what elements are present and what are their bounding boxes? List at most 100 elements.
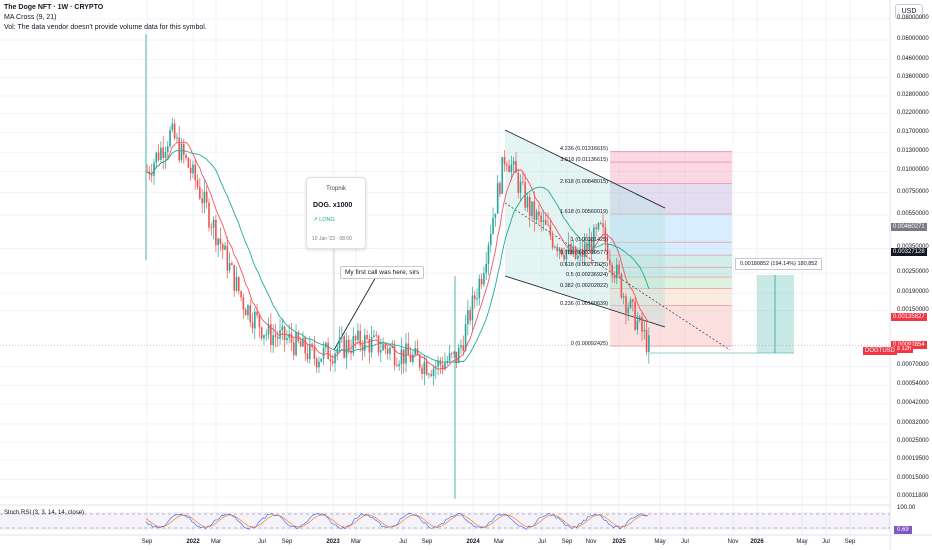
candle-body bbox=[347, 339, 350, 351]
candle-body bbox=[519, 181, 522, 193]
stoch-rsi-legend[interactable]: Stoch RSI (3, 3, 14, 14, close) bbox=[4, 510, 85, 516]
rsi-value-tag: 0.69 bbox=[894, 526, 912, 534]
ticker-tag: DOGTUSD bbox=[863, 347, 897, 355]
candle-body bbox=[199, 186, 201, 199]
candle-body bbox=[212, 219, 215, 228]
candle-body bbox=[192, 164, 194, 174]
candle-body bbox=[267, 324, 270, 335]
candle-body bbox=[281, 326, 284, 331]
candle-body bbox=[467, 310, 469, 325]
candle-body bbox=[155, 152, 158, 163]
candle-body bbox=[233, 265, 236, 291]
candle-body bbox=[471, 295, 474, 321]
candle-body bbox=[595, 227, 597, 230]
candle-body bbox=[341, 336, 343, 339]
candle-body bbox=[599, 223, 602, 224]
candle-body bbox=[428, 374, 430, 376]
candle-body bbox=[611, 264, 614, 276]
price-tick-label: 0.00042000 bbox=[897, 399, 929, 406]
fib-level-label: 0.786 (0.00319577) bbox=[559, 250, 608, 257]
candle-body bbox=[563, 254, 565, 260]
candle-body bbox=[180, 143, 183, 161]
idea-author[interactable]: Tropnik bbox=[326, 186, 346, 192]
descending-channel bbox=[333, 129, 731, 351]
fib-level-label: 1.618 (0.00560019) bbox=[559, 208, 608, 215]
candle-body bbox=[292, 342, 295, 356]
candle-body bbox=[164, 152, 167, 158]
fib-level-label: 0.236 (0.00160639) bbox=[559, 300, 608, 307]
candle-body bbox=[231, 263, 233, 266]
fib-zone bbox=[610, 267, 732, 278]
candle-body bbox=[455, 351, 458, 363]
candle-body bbox=[453, 351, 455, 354]
price-tick-label: 0.00070000 bbox=[897, 362, 929, 369]
price-tick-label: 0.00190000 bbox=[897, 289, 929, 296]
candle-body bbox=[242, 297, 245, 310]
callout-note[interactable]: My first call was here, sirs bbox=[340, 266, 425, 279]
time-tick-label: Sep bbox=[561, 539, 573, 545]
candle-body bbox=[510, 164, 513, 173]
candle-body bbox=[522, 181, 524, 183]
candle-body bbox=[290, 333, 293, 343]
candle-body bbox=[560, 248, 563, 255]
candle-body bbox=[586, 244, 588, 251]
candle-body bbox=[313, 347, 316, 359]
currency-button[interactable]: USD bbox=[895, 4, 923, 19]
candle-body bbox=[331, 361, 334, 364]
candle-body bbox=[327, 342, 329, 360]
candle-body bbox=[153, 162, 155, 176]
candle-body bbox=[203, 191, 206, 204]
candle-body bbox=[169, 129, 171, 147]
candle-body bbox=[549, 225, 552, 236]
stoch-rsi-pane bbox=[0, 512, 890, 530]
candle-body bbox=[205, 191, 208, 203]
candle-body bbox=[173, 123, 176, 139]
candle-body bbox=[604, 227, 607, 243]
candle-body bbox=[194, 164, 197, 181]
candle-body bbox=[380, 350, 382, 353]
time-tick-label: 2022 bbox=[186, 539, 200, 545]
candle-body bbox=[609, 259, 611, 265]
candle-body bbox=[396, 365, 398, 367]
fib-level-label: 4.236 (0.01316615) bbox=[559, 146, 608, 153]
price-tag: 0.00460271 bbox=[891, 223, 927, 232]
candle-body bbox=[178, 137, 181, 161]
candle-body bbox=[460, 345, 462, 348]
candle-body bbox=[489, 233, 492, 246]
candle-body bbox=[263, 335, 265, 339]
time-tick-label: Sep bbox=[141, 539, 153, 545]
candle-body bbox=[629, 299, 632, 308]
time-tick-label: 2026 bbox=[750, 539, 764, 545]
ma-cross-legend[interactable]: MA Cross (9, 21) bbox=[4, 14, 57, 21]
fib-zone bbox=[610, 305, 732, 347]
idea-title[interactable]: DOG. x1000 bbox=[313, 202, 353, 209]
candle-body bbox=[405, 343, 407, 364]
rsi-axis-top: 100.00 bbox=[897, 505, 916, 511]
idea-card[interactable]: Tropnik DOG. x1000 ↗ LONG 10 Jan '23 · 0… bbox=[306, 177, 366, 249]
time-tick-label: Jul bbox=[399, 539, 407, 545]
candle-body bbox=[418, 355, 421, 368]
candle-body bbox=[485, 263, 488, 273]
time-tick-label: Jul bbox=[258, 539, 266, 545]
price-tick-label: 0.04600000 bbox=[897, 55, 929, 62]
price-tick-label: 0.02200000 bbox=[897, 109, 929, 116]
fib-level-label: 0.5 (0.00236924) bbox=[566, 272, 608, 279]
candle-body bbox=[398, 364, 400, 366]
candle-body bbox=[476, 298, 478, 300]
candle-body bbox=[494, 213, 497, 218]
idea-direction-label: LONG bbox=[319, 217, 335, 223]
price-tick-label: 0.03600000 bbox=[897, 73, 929, 80]
time-tick-label: Nov bbox=[585, 539, 597, 545]
candle-body bbox=[217, 238, 219, 246]
candle-body bbox=[258, 315, 261, 328]
candle-body bbox=[221, 244, 224, 250]
price-tick-label: 0.00032000 bbox=[897, 419, 929, 426]
price-tick-label: 0.00015000 bbox=[897, 475, 929, 482]
candle-body bbox=[478, 278, 481, 299]
candle-body bbox=[247, 305, 249, 316]
candle-body bbox=[606, 242, 609, 260]
candle-body bbox=[574, 246, 577, 259]
candle-body bbox=[274, 335, 277, 337]
candle-body bbox=[531, 201, 533, 217]
